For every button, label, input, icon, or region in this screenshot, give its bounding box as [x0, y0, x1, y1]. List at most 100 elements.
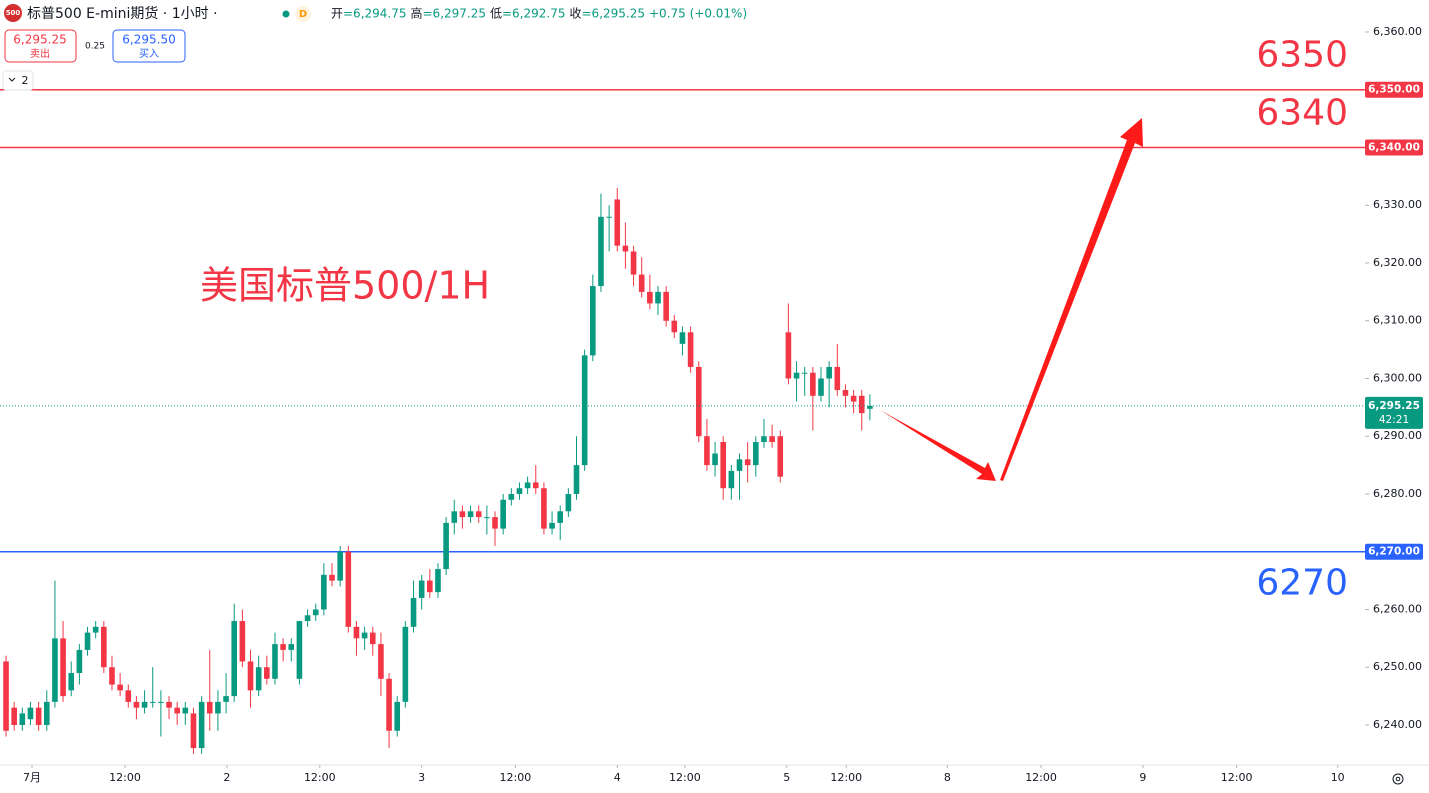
candle-body: [394, 701, 401, 731]
x-tick-label: 4: [614, 771, 621, 784]
candle-body: [614, 199, 621, 246]
flag: D: [299, 9, 307, 20]
candle-body: [402, 626, 409, 702]
candle-body: [704, 436, 710, 466]
settings-icon[interactable]: [1392, 773, 1404, 785]
last-price-label: 6,295.25: [1368, 400, 1420, 412]
candle-body: [598, 216, 604, 287]
candle-body: [622, 245, 629, 252]
candle-body: [810, 372, 816, 396]
candle-body: [288, 644, 295, 650]
candle-body: [125, 690, 132, 702]
candle-body: [11, 707, 17, 725]
candle-body: [255, 667, 262, 691]
y-tick-label: 6,360.00: [1373, 25, 1422, 38]
candle-body: [27, 707, 34, 720]
candle-body: [777, 436, 784, 477]
x-tick-label: 12:00: [1221, 771, 1253, 784]
candle-body: [475, 511, 482, 518]
candle-body: [427, 580, 433, 593]
candle-body: [198, 701, 205, 749]
candle-body: [720, 442, 727, 489]
candle-body: [663, 291, 669, 321]
buy-price: 6,295.50: [122, 33, 175, 47]
candle-body: [687, 332, 694, 367]
indicator-toggle[interactable]: [2, 70, 34, 91]
level-label: 6350: [1256, 35, 1348, 76]
level-badge: [1365, 81, 1423, 98]
y-tick-label: 6,260.00: [1373, 602, 1422, 615]
buy-button[interactable]: [112, 29, 186, 63]
candle-body: [60, 638, 66, 697]
candle-body: [467, 511, 474, 518]
x-tick-label: 12:00: [500, 771, 532, 784]
candle-body: [312, 609, 319, 616]
candle-body: [647, 291, 653, 304]
y-tick-label: 6,300.00: [1373, 371, 1422, 384]
candle-body: [43, 701, 50, 725]
x-tick-label: 8: [944, 771, 951, 784]
ohlc-value: =6,294.75: [343, 7, 407, 21]
candle-body: [842, 390, 849, 396]
candle-body: [630, 251, 637, 275]
ohlc-label: 高: [411, 6, 423, 21]
candle-body: [231, 621, 238, 697]
sell-price: 6,295.25: [13, 33, 66, 47]
level-badge-label: 6,350.00: [1368, 84, 1420, 96]
annotation: 美国标普500/1H: [200, 264, 490, 308]
x-tick-label: 5: [783, 771, 790, 784]
candle-body: [304, 615, 311, 622]
candle-body: [850, 395, 857, 402]
ohlc-label: 开: [331, 7, 343, 21]
candle-body: [565, 493, 572, 512]
candle-body: [541, 488, 547, 529]
candle-body: [141, 701, 148, 708]
candle-body: [174, 707, 180, 714]
candle-body: [3, 661, 9, 731]
candle-body: [573, 465, 580, 494]
candle-body: [785, 332, 792, 379]
candle-body: [272, 644, 278, 679]
x-tick-label: 12:00: [1025, 771, 1057, 784]
chevron: [8, 77, 16, 82]
candle-body: [858, 395, 865, 414]
level-badge-label: 6,340.00: [1368, 141, 1420, 153]
candle-body: [744, 459, 751, 466]
ohlc-label: 低: [490, 7, 502, 21]
candle-body: [867, 405, 873, 409]
arrow-up: [1000, 118, 1143, 481]
symbol-title[interactable]: 标普500 E-mini期货 · 1小时 ·: [27, 5, 218, 22]
candle-body: [296, 621, 303, 679]
candle-body: [239, 621, 246, 662]
level-badge: [1365, 139, 1423, 156]
y-tick-label: 6,240.00: [1373, 718, 1422, 731]
candle-body: [801, 372, 808, 374]
y-tick-label: 6,320.00: [1373, 256, 1422, 269]
candle-body: [793, 372, 800, 379]
candle-body: [68, 673, 75, 691]
candle-body: [369, 632, 376, 645]
candle-body: [337, 551, 343, 581]
candle-body: [492, 517, 498, 529]
candle-body: [443, 522, 449, 570]
candle-body: [451, 511, 458, 523]
candle-body: [655, 291, 661, 304]
x-tick-label: 7月: [23, 771, 41, 784]
x-tick-label: 12:00: [304, 771, 336, 784]
candle-body: [361, 632, 368, 639]
candle-body: [590, 286, 596, 356]
candle-body: [500, 499, 506, 529]
status-dot: [282, 10, 290, 18]
candle-body: [133, 701, 140, 708]
y-tick-label: 6,250.00: [1373, 660, 1422, 673]
x-tick-label: 12:00: [669, 771, 701, 784]
candle-body: [761, 436, 767, 443]
last-price-badge: [1365, 396, 1423, 429]
change: +0.75 (+0.01%): [649, 7, 747, 21]
level-badge-label: 6,270.00: [1368, 546, 1420, 558]
ohlc-values: 开 =6,294.75 高 =6,297.25 低 =6,292.75 收 =6,295.25…: [331, 6, 747, 21]
sell-button[interactable]: [4, 29, 77, 63]
candle-body: [484, 517, 490, 519]
y-tick-label: 6,280.00: [1373, 487, 1422, 500]
